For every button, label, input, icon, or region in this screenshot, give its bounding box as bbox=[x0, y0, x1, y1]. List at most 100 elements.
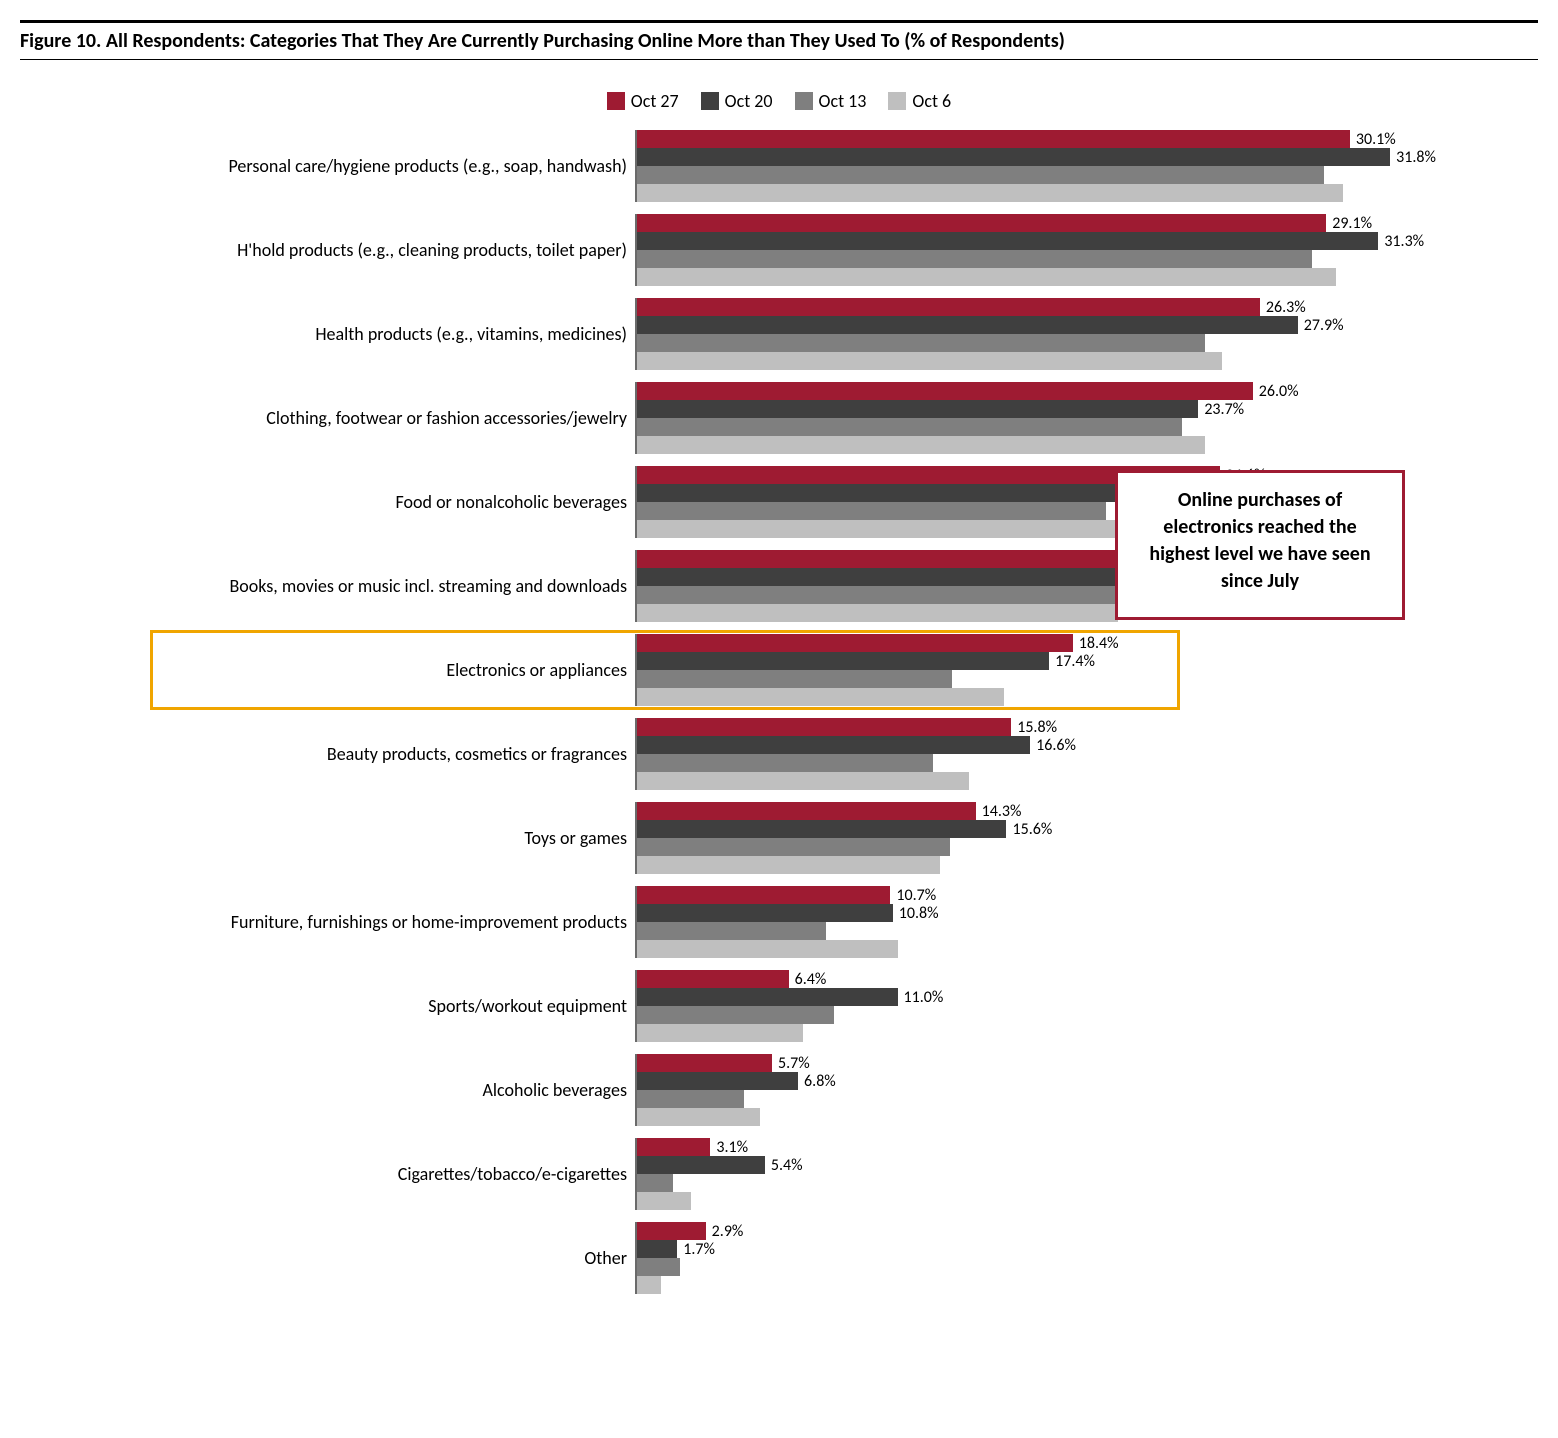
bar-value-label: 6.4% bbox=[795, 970, 827, 989]
bar-oct20: 31.3% bbox=[637, 232, 1537, 250]
bar-oct13 bbox=[637, 250, 1537, 268]
category-label: Cigarettes/tobacco/e-cigarettes bbox=[20, 1138, 635, 1210]
bar-rect bbox=[637, 298, 1260, 316]
bar-rect bbox=[637, 1156, 765, 1174]
bar-rect bbox=[637, 268, 1336, 286]
bar-value-label: 10.7% bbox=[896, 886, 936, 905]
bar-rect bbox=[637, 1240, 677, 1258]
bar-rect bbox=[637, 166, 1324, 184]
bar-rect bbox=[637, 670, 952, 688]
bar-oct6 bbox=[637, 1108, 1537, 1126]
bar-oct27: 3.1% bbox=[637, 1138, 1537, 1156]
bar-rect bbox=[637, 634, 1073, 652]
bar-oct13 bbox=[637, 670, 1537, 688]
bar-rect bbox=[637, 1222, 706, 1240]
bar-oct6 bbox=[637, 940, 1537, 958]
bars-group: 5.7%6.8% bbox=[635, 1054, 1537, 1126]
bar-rect bbox=[637, 484, 1146, 502]
legend: Oct 27Oct 20Oct 13Oct 6 bbox=[20, 90, 1538, 112]
category-block: Sports/workout equipment6.4%11.0% bbox=[20, 970, 1538, 1042]
bar-value-label: 5.4% bbox=[771, 1156, 803, 1175]
bar-oct20: 6.8% bbox=[637, 1072, 1537, 1090]
callout-box: Online purchases of electronics reached … bbox=[1115, 470, 1405, 620]
category-label: Electronics or appliances bbox=[20, 634, 635, 706]
bar-value-label: 17.4% bbox=[1055, 652, 1095, 671]
bar-rect bbox=[637, 130, 1350, 148]
bar-oct6 bbox=[637, 856, 1537, 874]
plot-area: Personal care/hygiene products (e.g., so… bbox=[20, 130, 1538, 1294]
bars-group: 10.7%10.8% bbox=[635, 886, 1537, 958]
bar-rect bbox=[637, 688, 1004, 706]
bars-group: 6.4%11.0% bbox=[635, 970, 1537, 1042]
bar-oct27: 14.3% bbox=[637, 802, 1537, 820]
bar-oct27: 10.7% bbox=[637, 886, 1537, 904]
bar-oct13 bbox=[637, 922, 1537, 940]
bar-rect bbox=[637, 1090, 744, 1108]
bar-oct13 bbox=[637, 418, 1537, 436]
bar-value-label: 10.8% bbox=[899, 904, 939, 923]
bar-rect bbox=[637, 988, 898, 1006]
bars-group: 3.1% 5.4% bbox=[635, 1138, 1537, 1210]
bar-oct20: 23.7% bbox=[637, 400, 1537, 418]
category-label: Food or nonalcoholic beverages bbox=[20, 466, 635, 538]
bar-oct27: 26.0% bbox=[637, 382, 1537, 400]
bar-oct13 bbox=[637, 1090, 1537, 1108]
bar-rect bbox=[637, 886, 890, 904]
category-block: Alcoholic beverages5.7%6.8% bbox=[20, 1054, 1538, 1126]
bar-rect bbox=[637, 922, 826, 940]
bar-oct27: 30.1% bbox=[637, 130, 1537, 148]
bar-rect bbox=[637, 970, 789, 988]
category-block: Clothing, footwear or fashion accessorie… bbox=[20, 382, 1538, 454]
bar-value-label: 31.8% bbox=[1396, 148, 1436, 167]
bar-oct6 bbox=[637, 184, 1537, 202]
bar-oct6 bbox=[637, 1192, 1537, 1210]
bar-rect bbox=[637, 838, 950, 856]
bar-value-label: 18.4% bbox=[1079, 634, 1119, 653]
bar-value-label: 27.9% bbox=[1304, 316, 1344, 335]
bar-oct13 bbox=[637, 1174, 1537, 1192]
bar-rect bbox=[637, 1192, 691, 1210]
bar-oct13 bbox=[637, 754, 1537, 772]
bar-rect bbox=[637, 802, 976, 820]
bar-rect bbox=[637, 1024, 803, 1042]
bar-value-label: 3.1% bbox=[716, 1138, 748, 1157]
bar-oct20: 10.8% bbox=[637, 904, 1537, 922]
bar-rect bbox=[637, 400, 1198, 418]
bar-oct6 bbox=[637, 1024, 1537, 1042]
bar-oct13 bbox=[637, 334, 1537, 352]
legend-label: Oct 6 bbox=[912, 90, 951, 112]
category-label: Toys or games bbox=[20, 802, 635, 874]
bar-value-label: 15.8% bbox=[1017, 718, 1057, 737]
legend-item-oct20: Oct 20 bbox=[701, 90, 773, 112]
bar-rect bbox=[637, 1258, 680, 1276]
bars-group: 26.0%23.7% bbox=[635, 382, 1537, 454]
category-label: Health products (e.g., vitamins, medicin… bbox=[20, 298, 635, 370]
category-block: Personal care/hygiene products (e.g., so… bbox=[20, 130, 1538, 202]
bar-oct6 bbox=[637, 1276, 1537, 1294]
bar-oct6 bbox=[637, 688, 1537, 706]
bar-value-label: 30.1% bbox=[1356, 130, 1396, 149]
category-label: H'hold products (e.g., cleaning products… bbox=[20, 214, 635, 286]
bar-oct20: 5.4% bbox=[637, 1156, 1537, 1174]
bar-oct20: 16.6% bbox=[637, 736, 1537, 754]
bar-rect bbox=[637, 1108, 760, 1126]
bar-value-label: 26.0% bbox=[1259, 382, 1299, 401]
bar-oct6 bbox=[637, 772, 1537, 790]
bar-value-label: 15.6% bbox=[1012, 820, 1052, 839]
bar-value-label: 14.3% bbox=[982, 802, 1022, 821]
bar-value-label: 16.6% bbox=[1036, 736, 1076, 755]
legend-swatch bbox=[701, 92, 719, 110]
bar-value-label: 31.3% bbox=[1384, 232, 1424, 251]
bar-rect bbox=[637, 1054, 772, 1072]
bar-oct13 bbox=[637, 838, 1537, 856]
bar-rect bbox=[637, 820, 1006, 838]
bar-rect bbox=[637, 1138, 710, 1156]
category-block: Cigarettes/tobacco/e-cigarettes 3.1% 5.4% bbox=[20, 1138, 1538, 1210]
bars-group: 14.3%15.6% bbox=[635, 802, 1537, 874]
legend-label: Oct 13 bbox=[819, 90, 867, 112]
bar-oct13 bbox=[637, 1006, 1537, 1024]
category-block: Health products (e.g., vitamins, medicin… bbox=[20, 298, 1538, 370]
legend-item-oct6: Oct 6 bbox=[888, 90, 951, 112]
bar-rect bbox=[637, 1276, 661, 1294]
bar-rect bbox=[637, 856, 940, 874]
